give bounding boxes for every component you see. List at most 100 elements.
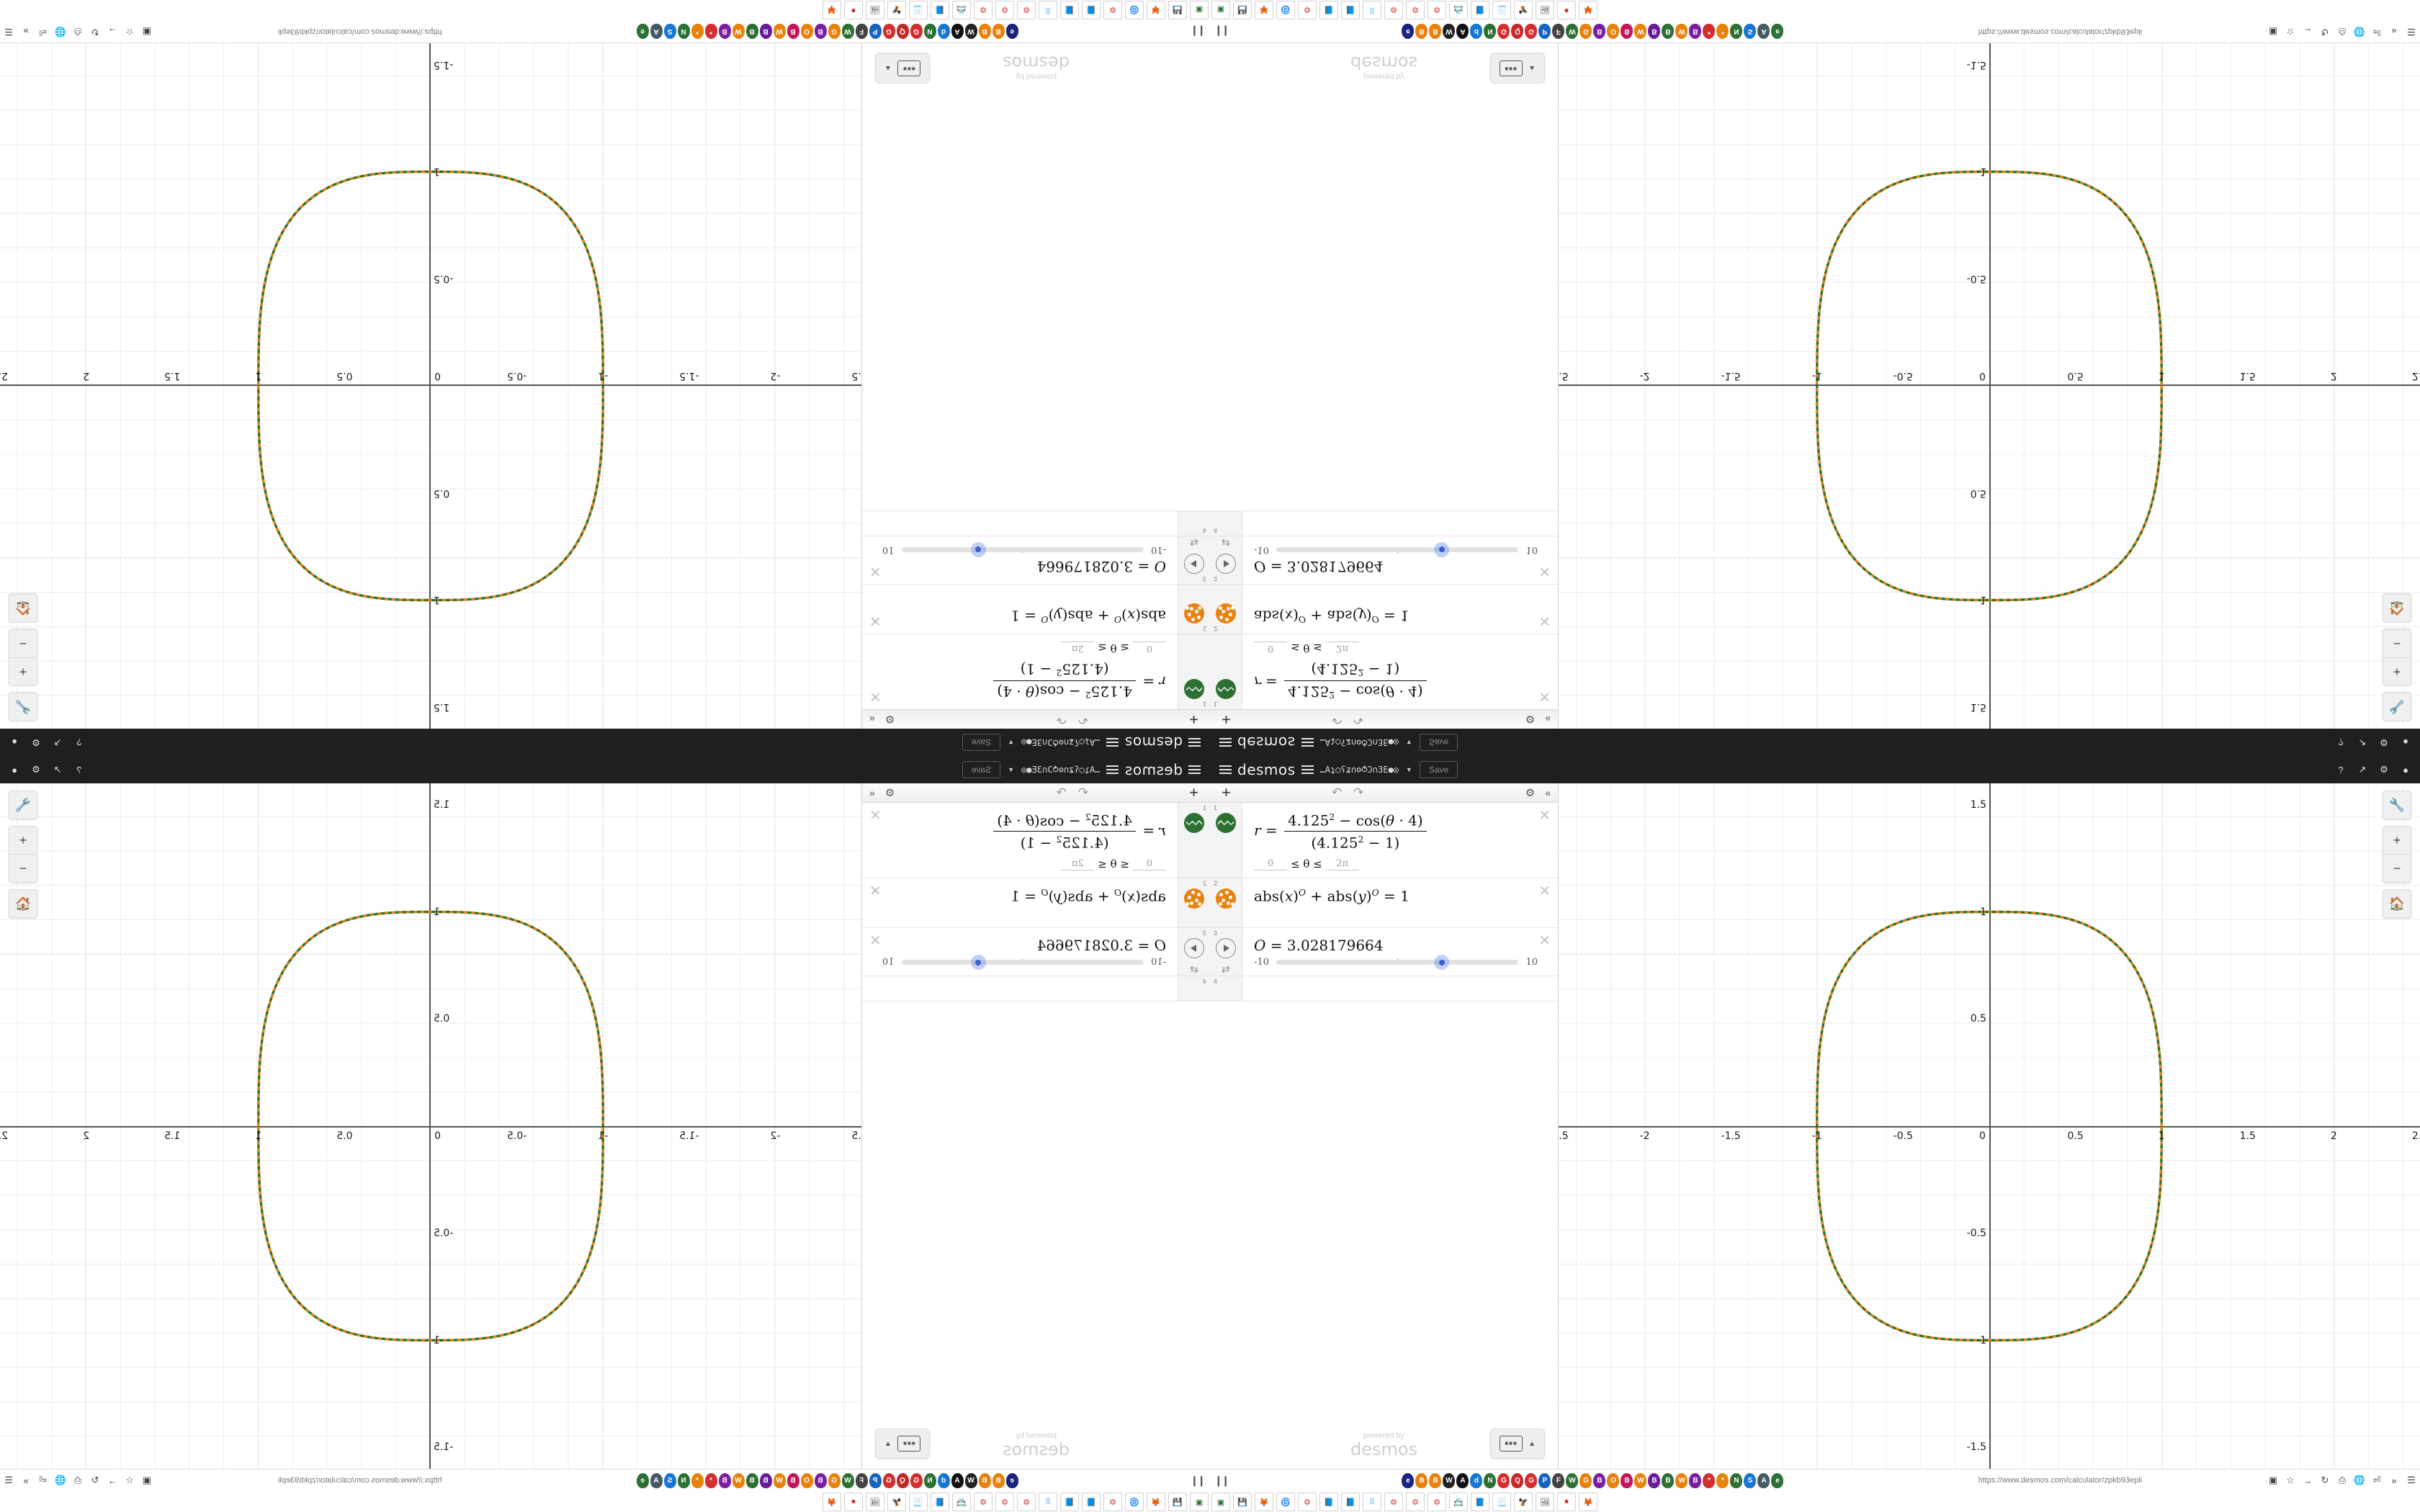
taskbar-app-icon[interactable]: 🦊 <box>1579 1493 1597 1511</box>
slider-row[interactable]: -10 10 <box>1254 954 1548 974</box>
close-icon[interactable]: ✕ <box>1538 933 1551 950</box>
close-icon[interactable]: ✕ <box>869 688 882 704</box>
play-icon[interactable] <box>1216 938 1236 959</box>
taskbar-apps[interactable]: ▣ 💾 🦊 🌀 ⚙ 📘 📘 🖩 ⚙ ⚙ ⚙ 📇 📘 📃 🦅 🖼 ⏺ 🦊 <box>1210 1 1599 19</box>
extension-icon[interactable]: ⏎ <box>39 1475 48 1485</box>
browser-tab-icon[interactable]: O <box>1607 1472 1620 1488</box>
browser-tab-icon[interactable]: e <box>1005 1472 1018 1488</box>
taskbar-app-icon[interactable]: 🌀 <box>1125 1493 1144 1511</box>
expression-body[interactable]: ✕ O = 3.028179664 -10 10 <box>862 928 1178 976</box>
add-expression-button[interactable]: + <box>1189 711 1198 729</box>
expression-body[interactable]: ✕ O = 3.028179664 -10 10 <box>1242 928 1558 976</box>
browser-tab-icon[interactable]: G <box>882 24 895 40</box>
browser-tab-icon[interactable]: G <box>828 1472 841 1488</box>
expression-row-empty[interactable]: 4 <box>862 976 1210 1002</box>
green-wave-icon[interactable] <box>1216 679 1236 699</box>
browser-tab-icon[interactable]: B <box>814 1472 827 1488</box>
expression-row[interactable]: 3 ⇄ ✕ O = 3.028179664 -10 10 <box>862 928 1210 977</box>
undo-icon[interactable]: ↶ <box>1331 786 1343 799</box>
domain-row[interactable]: 0 ≤ θ ≤ 2π <box>1254 858 1548 870</box>
expression-row[interactable]: 1 ✕ r = 4.1252 − cos(θ · 4) (4.1252 − 1) <box>862 633 1210 709</box>
taskbar-app-icon[interactable]: ⏺ <box>844 1 863 19</box>
share-icon[interactable]: → <box>2303 26 2313 37</box>
taskbar-app-icon[interactable]: 📘 <box>1319 1493 1338 1511</box>
browser-tab-icon[interactable]: G <box>1497 1472 1510 1488</box>
browser-tab-icon[interactable]: * <box>1716 24 1729 40</box>
browser-tab-icon[interactable]: B <box>992 24 1005 40</box>
browser-tab-icon[interactable]: B <box>1689 1472 1702 1488</box>
hamburger-icon[interactable] <box>1216 760 1234 779</box>
expression-body[interactable] <box>862 487 1178 536</box>
taskbar-app-icon[interactable]: 💾 <box>1168 1493 1187 1511</box>
wrench-icon[interactable]: 🔧 <box>2388 700 2406 715</box>
settings-icon[interactable]: ⚙ <box>32 764 40 775</box>
zoom-in-button[interactable]: + <box>2393 665 2401 680</box>
expression-body[interactable]: ✕ abs(x)O + abs(y)O = 1 <box>862 878 1178 927</box>
slider-thumb[interactable] <box>1434 541 1449 557</box>
browser-tab-icon[interactable]: B <box>978 1472 991 1488</box>
close-icon[interactable]: ✕ <box>1538 688 1551 704</box>
browser-tab-icon[interactable]: W <box>1566 24 1579 40</box>
browser-tab-icon[interactable]: B <box>814 24 827 40</box>
wrench-icon[interactable]: 🔧 <box>2388 797 2406 812</box>
hamburger-icon[interactable] <box>1186 733 1204 752</box>
collapse-panel-icon[interactable]: « <box>1545 787 1551 798</box>
slider-value[interactable]: 3.028179664 <box>1286 557 1384 575</box>
browser-tab-icon[interactable]: d <box>1470 1472 1483 1488</box>
keyboard-toggle-button[interactable]: ■■■ ▲ <box>875 1428 930 1459</box>
translate-icon[interactable]: ▣ <box>142 27 152 37</box>
browser-tab-icon[interactable]: B <box>1648 1472 1661 1488</box>
browser-tab-icon[interactable]: W <box>773 24 786 40</box>
taskbar-app-icon[interactable]: 📘 <box>1082 1493 1101 1511</box>
save-button[interactable]: Save <box>962 734 1001 751</box>
home-icon[interactable]: 🏠 <box>2388 601 2406 616</box>
browser-tab-icon[interactable]: Q <box>1511 24 1524 40</box>
taskbar-app-icon[interactable]: 🌀 <box>1125 1 1144 19</box>
browser-tab-icon[interactable]: A <box>951 24 964 40</box>
close-icon[interactable]: ✕ <box>1538 808 1551 824</box>
slider-track[interactable] <box>1276 541 1519 557</box>
slider-min-label[interactable]: -10 <box>1254 957 1269 968</box>
browser-tab-icon[interactable]: A <box>951 1472 964 1488</box>
save-button[interactable]: Save <box>962 761 1001 778</box>
taskbar-app-icon[interactable]: 💾 <box>1233 1 1252 19</box>
taskbar-apps[interactable]: ▣ 💾 🦊 🌀 ⚙ 📘 📘 🖩 ⚙ ⚙ ⚙ 📇 📘 📃 🦅 🖼 ⏺ 🦊 <box>1210 1493 1599 1511</box>
taskbar-app-icon[interactable]: ⚙ <box>1428 1 1446 19</box>
browser-tab-icon[interactable]: G <box>1579 24 1592 40</box>
browser-tab-icon[interactable]: B <box>745 24 758 40</box>
expression-body[interactable] <box>862 976 1178 1025</box>
zoom-in-button[interactable]: + <box>19 832 27 847</box>
domain-min-input[interactable]: 0 <box>1254 642 1287 654</box>
graph-title[interactable]: …Aʇ○ʕʑ∩ʘ⥀Ɔ∩ЗЕ●◎ <box>1021 765 1101 775</box>
taskbar-app-icon[interactable]: ⚙ <box>1384 1 1403 19</box>
browser-tab-icon[interactable]: Q <box>896 1472 909 1488</box>
taskbar-app-icon[interactable]: 📘 <box>1060 1 1079 19</box>
slider-track[interactable] <box>901 541 1144 557</box>
browser-tab-icon[interactable]: O <box>800 1472 813 1488</box>
copy-icon[interactable]: ⎙ <box>73 1475 82 1485</box>
settings-icon[interactable]: ⚙ <box>2380 764 2388 775</box>
taskbar-app-icon[interactable]: 🖼 <box>866 1 884 19</box>
taskbar-app-icon[interactable]: 🖼 <box>1536 1 1554 19</box>
browser-tab-icon[interactable]: e <box>636 24 649 40</box>
taskbar-app-icon[interactable]: 🦅 <box>1514 1493 1533 1511</box>
graph-canvas[interactable]: -2.5 -2 -1.5 -1 -0.5 0.5 1 1.5 2 2.5 -1.5 -1 -0.5 0.5… <box>1559 43 2420 729</box>
browser-tab-icon[interactable]: F <box>1552 1472 1565 1488</box>
browser-tab-icon[interactable]: F <box>855 24 868 40</box>
account-icon[interactable]: ● <box>2403 737 2408 748</box>
undo-icon[interactable]: ↶ <box>1077 786 1089 799</box>
graph-canvas[interactable]: -2.5 -2 -1.5 -1 -0.5 0.5 1 1.5 2 2.5 -1.5 -1 -0.5 0.5… <box>0 783 861 1469</box>
gear-icon[interactable]: ⚙ <box>1525 713 1536 725</box>
copy-icon[interactable]: ⎙ <box>2338 1475 2347 1485</box>
browser-tab-icon[interactable]: F <box>1552 24 1565 40</box>
browser-tab-icon[interactable]: B <box>718 1472 731 1488</box>
slider-min-label[interactable]: -10 <box>1151 957 1166 968</box>
browser-tab-icon[interactable]: W <box>1634 24 1647 40</box>
taskbar-app-icon[interactable]: ⚙ <box>974 1 992 19</box>
domain-row[interactable]: 0 ≤ θ ≤ 2π <box>1254 642 1548 654</box>
expression-row[interactable]: 2 ✕ abs(x)O + abs(y)O = 1 <box>1210 583 1558 634</box>
taskbar-app-icon[interactable]: 📃 <box>909 1493 928 1511</box>
